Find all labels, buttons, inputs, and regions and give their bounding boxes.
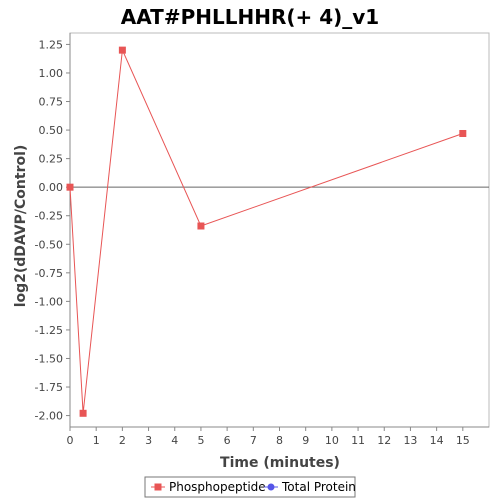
legend: Phosphopeptide Total Protein <box>144 476 356 498</box>
y-tick-label: 1.00 <box>39 67 64 80</box>
y-tick-label: 0.00 <box>39 181 64 194</box>
y-tick-label: 1.25 <box>39 38 64 51</box>
y-tick-label: -0.25 <box>35 210 63 223</box>
plot-frame <box>69 32 490 428</box>
plot-area: -2.00 -1.75 -1.50 -1.25 -1.00 -0.75 -0.50 -0.25… <box>35 32 490 447</box>
x-tick-label: 9 <box>302 434 309 447</box>
x-tick-label: 1 <box>93 434 100 447</box>
x-axis-title: Time (minutes) <box>220 455 340 471</box>
x-tick-label: 14 <box>430 434 444 447</box>
legend-box <box>144 476 356 498</box>
y-tick-label: -1.25 <box>35 324 63 337</box>
x-tick-label: 5 <box>197 434 204 447</box>
data-point <box>197 222 205 230</box>
x-tick-label: 11 <box>351 434 365 447</box>
legend-marker-circle <box>267 483 275 491</box>
x-tick-label: 2 <box>119 434 126 447</box>
x-tick-label: 6 <box>224 434 231 447</box>
y-tick-label: -0.50 <box>35 238 63 251</box>
x-tick-label: 13 <box>403 434 417 447</box>
y-tick-label: 0.25 <box>39 153 64 166</box>
x-tick-label: 10 <box>325 434 339 447</box>
y-tick-label: -0.75 <box>35 267 63 280</box>
chart-title: AAT#PHLLHHR(+ 4)_v1 <box>121 5 379 29</box>
legend-marker-square <box>154 483 162 491</box>
x-tick-label: 4 <box>171 434 178 447</box>
y-tick-label: 0.75 <box>39 96 64 109</box>
y-axis-title: log2(dDAVP/Control) <box>13 145 29 308</box>
x-tick-label: 8 <box>276 434 283 447</box>
x-tick-label: 0 <box>67 434 74 447</box>
legend-label: Phosphopeptide <box>169 480 266 494</box>
data-point <box>459 129 467 137</box>
data-point <box>79 409 87 417</box>
y-tick-label: 0.50 <box>39 124 64 137</box>
x-tick-label: 15 <box>456 434 470 447</box>
x-tick-label: 7 <box>250 434 257 447</box>
data-point <box>66 183 74 191</box>
data-point <box>118 46 126 54</box>
y-tick-label: -2.00 <box>35 410 63 423</box>
legend-label: Total Protein <box>281 480 356 494</box>
x-tick-label: 3 <box>145 434 152 447</box>
y-tick-label: -1.50 <box>35 352 63 365</box>
y-tick-label: -1.75 <box>35 381 63 394</box>
y-tick-label: -1.00 <box>35 295 63 308</box>
x-tick-label: 12 <box>377 434 391 447</box>
